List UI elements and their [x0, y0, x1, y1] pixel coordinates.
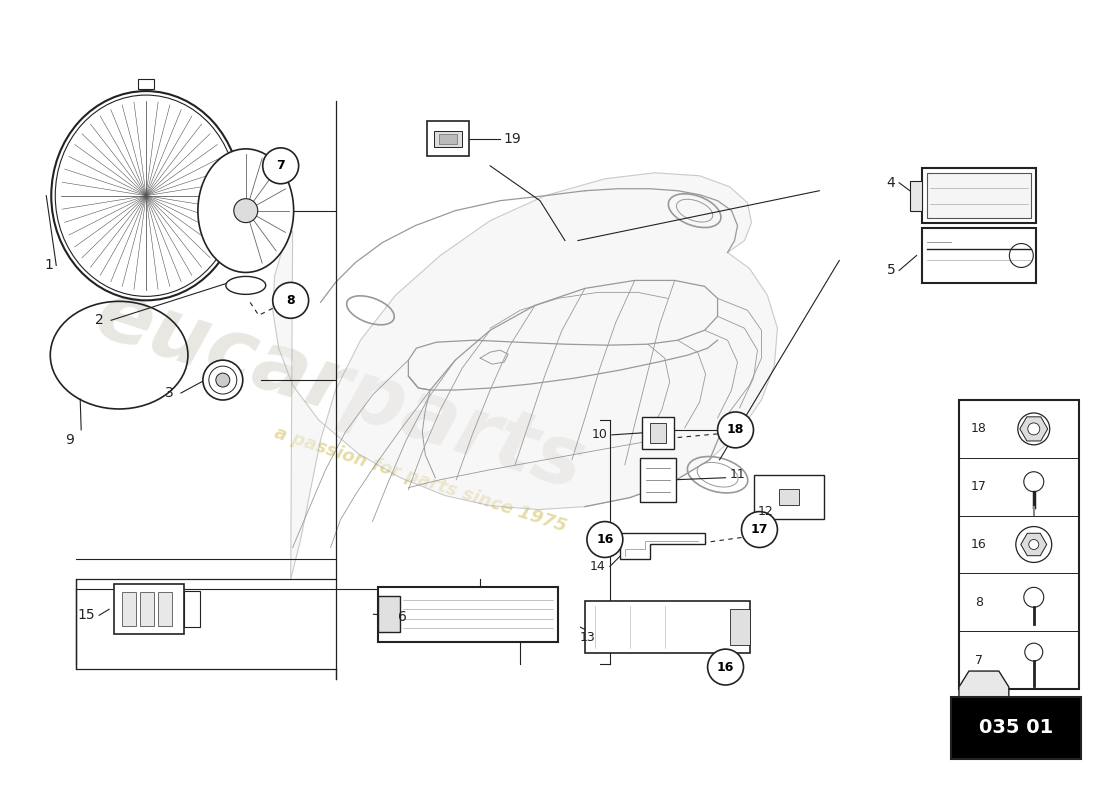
Text: 16: 16	[717, 661, 734, 674]
Text: 7: 7	[975, 654, 983, 666]
Circle shape	[216, 373, 230, 387]
Circle shape	[1025, 643, 1043, 661]
FancyBboxPatch shape	[439, 134, 458, 144]
Text: 17: 17	[750, 523, 768, 536]
Text: 16: 16	[596, 533, 614, 546]
FancyBboxPatch shape	[922, 228, 1036, 283]
Text: 12: 12	[758, 505, 773, 518]
Text: 7: 7	[276, 159, 285, 172]
FancyBboxPatch shape	[378, 587, 558, 642]
Polygon shape	[273, 173, 778, 579]
Text: 2: 2	[95, 314, 103, 327]
Circle shape	[1027, 423, 1040, 435]
FancyBboxPatch shape	[952, 697, 1080, 758]
Polygon shape	[959, 671, 1009, 697]
Circle shape	[1024, 587, 1044, 607]
Text: 17: 17	[971, 480, 987, 493]
Text: 16: 16	[971, 538, 987, 551]
Text: eucarparts: eucarparts	[86, 273, 595, 507]
FancyBboxPatch shape	[780, 489, 800, 505]
Circle shape	[234, 198, 257, 222]
Text: 5: 5	[887, 263, 895, 278]
Circle shape	[1028, 539, 1038, 550]
FancyBboxPatch shape	[641, 417, 673, 449]
Circle shape	[587, 522, 623, 558]
FancyBboxPatch shape	[138, 79, 154, 89]
Circle shape	[1024, 472, 1044, 492]
Ellipse shape	[226, 277, 266, 294]
Text: 8: 8	[975, 596, 983, 609]
FancyBboxPatch shape	[922, 168, 1036, 223]
FancyBboxPatch shape	[427, 122, 470, 156]
Text: 6: 6	[398, 610, 407, 624]
Text: 15: 15	[77, 608, 95, 622]
FancyBboxPatch shape	[959, 400, 1079, 689]
Text: 3: 3	[165, 386, 174, 400]
FancyBboxPatch shape	[910, 181, 922, 210]
FancyBboxPatch shape	[585, 602, 750, 653]
Text: 10: 10	[592, 428, 608, 442]
FancyBboxPatch shape	[755, 474, 824, 518]
FancyBboxPatch shape	[650, 423, 666, 443]
Text: 14: 14	[590, 560, 606, 573]
Text: 18: 18	[971, 422, 987, 435]
Text: 4: 4	[887, 176, 895, 190]
Polygon shape	[1020, 417, 1047, 441]
Polygon shape	[1021, 534, 1047, 556]
Text: 13: 13	[580, 630, 596, 644]
Circle shape	[1018, 413, 1049, 445]
Circle shape	[273, 282, 309, 318]
Text: 19: 19	[503, 132, 521, 146]
Text: 1: 1	[45, 258, 54, 273]
Circle shape	[202, 360, 243, 400]
FancyBboxPatch shape	[378, 596, 400, 632]
Circle shape	[741, 512, 778, 547]
Polygon shape	[959, 697, 1009, 707]
Text: 8: 8	[286, 294, 295, 307]
Circle shape	[1015, 526, 1052, 562]
FancyBboxPatch shape	[114, 584, 184, 634]
FancyBboxPatch shape	[158, 592, 172, 626]
Text: 11: 11	[729, 468, 746, 482]
FancyBboxPatch shape	[730, 610, 750, 645]
FancyBboxPatch shape	[926, 174, 1032, 218]
Text: 035 01: 035 01	[979, 718, 1053, 738]
FancyBboxPatch shape	[184, 591, 200, 627]
Circle shape	[263, 148, 298, 184]
Ellipse shape	[198, 149, 294, 273]
Polygon shape	[619, 533, 705, 559]
FancyBboxPatch shape	[122, 592, 136, 626]
FancyBboxPatch shape	[434, 131, 462, 147]
Text: 9: 9	[65, 433, 74, 447]
Text: 18: 18	[727, 423, 745, 436]
Circle shape	[717, 412, 754, 448]
FancyBboxPatch shape	[640, 458, 675, 502]
FancyBboxPatch shape	[140, 592, 154, 626]
Text: a passion for parts since 1975: a passion for parts since 1975	[272, 424, 569, 535]
Circle shape	[707, 649, 744, 685]
